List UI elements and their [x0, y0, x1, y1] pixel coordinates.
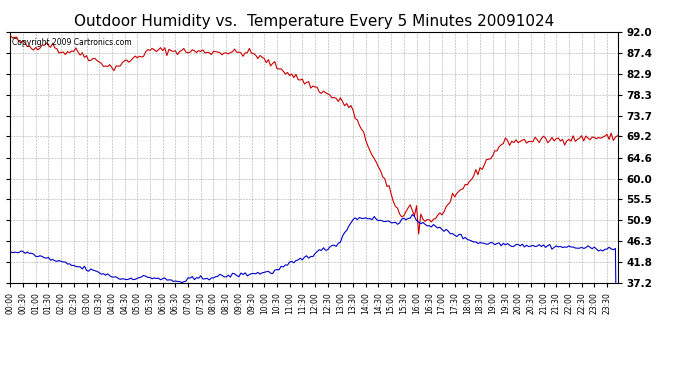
- Title: Outdoor Humidity vs.  Temperature Every 5 Minutes 20091024: Outdoor Humidity vs. Temperature Every 5…: [74, 14, 554, 29]
- Text: Copyright 2009 Cartronics.com: Copyright 2009 Cartronics.com: [12, 38, 131, 47]
